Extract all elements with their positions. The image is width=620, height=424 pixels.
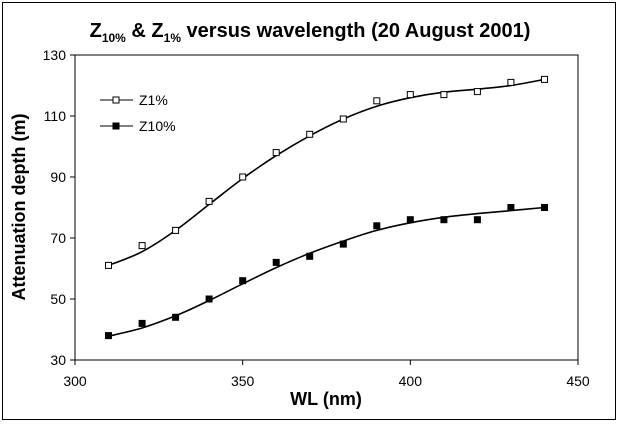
title-z10-letter: Z: [90, 20, 102, 42]
z1-data-point: [172, 226, 180, 234]
z1-data-point: [205, 197, 213, 205]
z10-data-point: [306, 252, 314, 260]
z10-data-point: [172, 313, 180, 321]
y-tick-label: 30: [50, 352, 66, 368]
legend-marker-z10: [112, 122, 120, 130]
z10-data-point: [373, 222, 381, 230]
title-z1-subscript: 1%: [164, 31, 182, 45]
z10-data-point: [205, 295, 213, 303]
z10-data-point: [339, 240, 347, 248]
chart-title: Z10% & Z1% versus wavelength (20 August …: [90, 20, 531, 45]
x-tick-label: 350: [231, 373, 255, 389]
plot-area: [74, 54, 579, 361]
x-tick-label: 450: [566, 373, 590, 389]
legend-label-z10: Z10%: [139, 118, 176, 134]
y-tick-label: 50: [50, 291, 66, 307]
z10-data-point: [105, 332, 112, 340]
x-tick-label: 300: [63, 373, 87, 389]
z1-data-point: [105, 261, 112, 269]
z10-data-point: [406, 216, 414, 224]
x-axis-title: WL (nm): [290, 389, 362, 409]
data-points: [105, 75, 548, 340]
z1-data-point: [473, 88, 481, 96]
z10-data-point: [272, 258, 280, 266]
z10-data-point: [239, 277, 247, 285]
x-tick-label: 400: [399, 373, 423, 389]
y-tick-label: 130: [43, 47, 67, 63]
z1-data-point: [272, 149, 280, 157]
z10-data-point: [507, 204, 515, 211]
z1-data-point: [406, 91, 414, 99]
z1-data-point: [138, 242, 146, 250]
z10-data-point: [473, 216, 481, 224]
title-ampersand: &: [126, 20, 152, 42]
z1-data-point: [507, 78, 515, 86]
axes: 300 350 400 450 30 50 70 90 110 130: [43, 47, 590, 389]
title-rest: versus wavelength (20 August 2001): [181, 20, 530, 42]
z10-data-point: [138, 319, 146, 327]
legend-label-z1: Z1%: [139, 92, 168, 108]
z1-data-point: [306, 130, 314, 138]
z1-data-point: [440, 91, 448, 99]
z1-data-point: [541, 75, 548, 83]
title-z10-subscript: 10%: [102, 31, 126, 45]
legend: Z1% Z10%: [96, 88, 188, 138]
y-tick-label: 70: [50, 230, 66, 246]
legend-marker-z1: [112, 96, 120, 104]
title-z1-letter: Z: [151, 20, 163, 42]
z1-data-point: [339, 115, 347, 123]
z1-data-point: [239, 173, 247, 181]
y-tick-label: 90: [50, 169, 66, 185]
y-axis-title: Attenuation depth (m): [9, 114, 29, 301]
z10-data-point: [440, 216, 448, 224]
y-tick-label: 110: [44, 108, 67, 124]
legend-box: [96, 88, 188, 138]
z1-data-point: [373, 97, 381, 105]
z10-data-point: [541, 204, 548, 211]
